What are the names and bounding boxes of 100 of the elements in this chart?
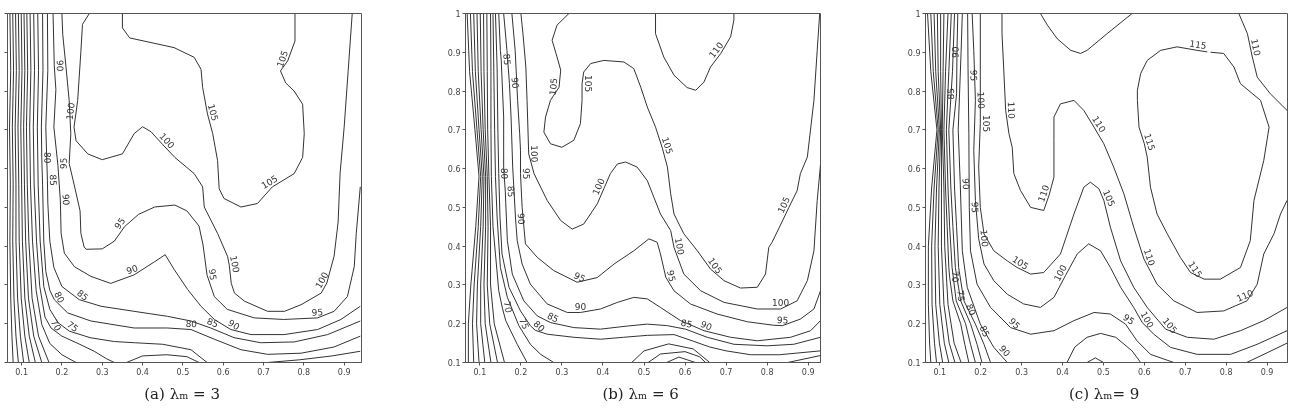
annotation: 85 xyxy=(505,185,517,198)
annotation: 110 xyxy=(1248,37,1263,57)
x-tick-label: 0.5 xyxy=(176,367,190,377)
annotation: 85 xyxy=(47,174,59,186)
annotation: 80 xyxy=(42,151,53,164)
annotation: 90 xyxy=(960,178,971,191)
x-tick-label: 0.7 xyxy=(1178,367,1192,377)
x-tick-label: 0.5 xyxy=(1097,367,1110,377)
y-tick-label: 0.5 xyxy=(907,203,921,213)
annotation: 75 xyxy=(64,319,81,335)
annotation: 90 xyxy=(509,76,521,90)
annotation: 95 xyxy=(520,167,531,180)
x-tick-label: 0.3 xyxy=(555,367,569,377)
x-tick-label: 0.2 xyxy=(514,367,528,377)
x-tick-label: 0.9 xyxy=(337,367,351,377)
annotation: 100 xyxy=(590,176,607,197)
y-tick-label: 0.5 xyxy=(447,203,461,213)
x-tick-label: 0.7 xyxy=(257,367,270,377)
annotation: 105 xyxy=(659,135,675,156)
y-tick-label: 0.6 xyxy=(447,165,461,175)
y-tick-label: 0.7 xyxy=(447,126,461,136)
x-tick-label: 0.7 xyxy=(719,367,733,377)
annotation: 105 xyxy=(1010,253,1031,272)
text: (b) λₘ = 6 xyxy=(602,384,679,403)
y-tick-label: 0.9 xyxy=(907,48,921,58)
annotation: 100 xyxy=(975,91,987,110)
annotation: 70 xyxy=(501,300,514,314)
annotation: 115 xyxy=(1188,38,1208,52)
annotation: 100 xyxy=(772,298,790,309)
y-tick-label: 0.4 xyxy=(447,242,461,252)
annotation: 95 xyxy=(1006,316,1023,332)
x-tick-label: 0.8 xyxy=(1219,367,1233,377)
x-tick-label: 0.4 xyxy=(596,367,610,377)
annotation: 90 xyxy=(125,262,140,277)
y-tick-label: 0.9 xyxy=(447,48,461,58)
annotation: 100 xyxy=(672,236,686,256)
annotation: 85 xyxy=(679,317,694,330)
x-tick-label: 0.6 xyxy=(1137,367,1151,377)
x-tick-label: 0.1 xyxy=(473,367,487,377)
annotation: 95 xyxy=(664,269,678,283)
annotation: 95 xyxy=(112,216,128,232)
annotation: 90 xyxy=(54,59,65,72)
annotation: 90 xyxy=(996,343,1013,359)
annotation: 100 xyxy=(313,270,331,291)
annotation: 85 xyxy=(501,53,513,66)
annotation: 80 xyxy=(963,302,978,318)
annotation: 90 xyxy=(950,45,961,58)
y-tick-label: 0.8 xyxy=(447,87,461,97)
annotation: 100 xyxy=(1052,262,1070,283)
text: (a) λₘ = 3 xyxy=(144,384,221,403)
annotation: 100 xyxy=(157,131,177,151)
annotation: 90 xyxy=(574,301,587,312)
annotation: 85 xyxy=(75,287,91,303)
annotation: 95 xyxy=(776,314,789,326)
annotation: 80 xyxy=(499,167,510,180)
y-tick-label: 0.8 xyxy=(907,87,921,97)
annotation: 105 xyxy=(205,102,220,123)
annotation: 90 xyxy=(698,318,714,333)
annotation: 100 xyxy=(528,144,540,163)
annotation: 110 xyxy=(1036,183,1052,204)
annotation: 105 xyxy=(547,77,560,96)
annotation: 105 xyxy=(582,75,593,93)
annotation: 70 xyxy=(48,317,64,333)
x-tick-label: 0.8 xyxy=(297,367,311,377)
annotation: 105 xyxy=(775,195,793,215)
y-tick-label: 0.4 xyxy=(907,242,921,252)
annotation: 110 xyxy=(1141,247,1157,268)
annotation: 85 xyxy=(977,324,992,339)
y-tick-label: 0.3 xyxy=(907,281,921,291)
x-tick-label: 0.1 xyxy=(933,367,947,377)
annotation: 95 xyxy=(1121,312,1137,327)
annotation: 80 xyxy=(531,318,547,335)
y-tick-label: 0.2 xyxy=(907,320,921,330)
x-tick-label: 0.4 xyxy=(1056,367,1069,377)
annotation: 80 xyxy=(185,318,198,330)
annotation: 100 xyxy=(228,254,242,274)
y-tick-label: 0.1 xyxy=(907,359,921,368)
annotation: 95 xyxy=(206,268,219,281)
annotation: 80 xyxy=(52,289,67,305)
annotation: 100 xyxy=(978,229,990,248)
x-tick-label: 0.4 xyxy=(136,367,149,377)
y-tick-label: 1 xyxy=(455,10,461,19)
annotation: 95 xyxy=(968,69,979,82)
annotation: 95 xyxy=(572,270,587,285)
annotation: 105 xyxy=(274,49,291,69)
annotation: 110 xyxy=(1234,287,1255,304)
annotation: 90 xyxy=(226,317,242,333)
annotation: 85 xyxy=(545,310,561,325)
y-tick-label: 0.3 xyxy=(447,281,461,291)
x-tick-label: 0.3 xyxy=(95,367,109,377)
annotation: 115 xyxy=(1142,132,1157,152)
y-tick-label: 0.1 xyxy=(447,359,461,368)
annotation: 105 xyxy=(1100,188,1117,209)
x-tick-label: 0.5 xyxy=(637,367,651,377)
x-tick-label: 0.3 xyxy=(1015,367,1028,377)
annotation: 105 xyxy=(1160,315,1180,336)
annotation: 90 xyxy=(60,193,72,206)
x-tick-label: 0.6 xyxy=(216,367,230,377)
text: (c) λₘ= 9 xyxy=(1068,384,1140,403)
annotation: 75 xyxy=(517,316,531,331)
